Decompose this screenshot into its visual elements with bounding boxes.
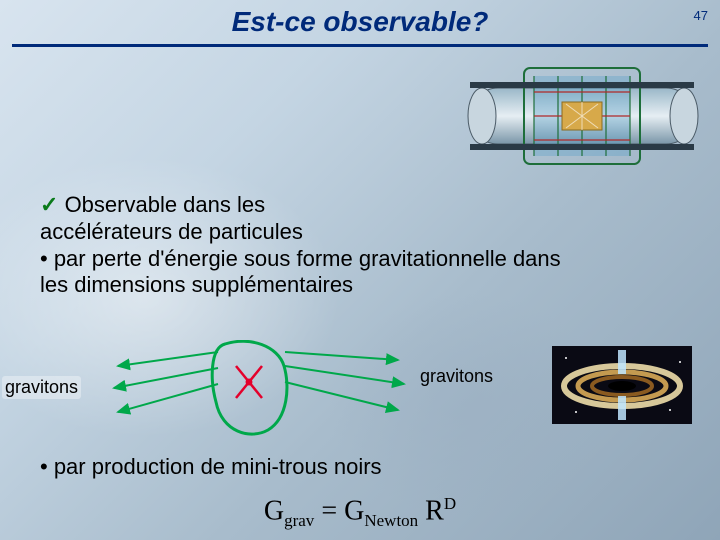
check-icon: ✓	[40, 192, 58, 217]
black-hole-image	[552, 346, 692, 424]
title-row: Est-ce observable?	[0, 6, 720, 38]
formula-eq: =	[314, 495, 344, 526]
bullet2: • par production de mini-trous noirs	[40, 454, 382, 480]
formula-newton: Newton	[364, 511, 418, 530]
detector-image	[462, 54, 702, 174]
formula-R: R	[425, 495, 444, 526]
formula-G2: G	[344, 495, 364, 526]
formula-G1: G	[264, 495, 284, 526]
formula-grav: grav	[284, 511, 314, 530]
gravitons-label-left: gravitons	[2, 376, 81, 399]
page-number: 47	[694, 8, 708, 23]
bullet1-a: • par perte d'énergie sous forme gravita…	[40, 246, 700, 273]
slide-title: Est-ce observable?	[232, 6, 489, 37]
gravitons-label-right: gravitons	[420, 366, 493, 387]
formula: Ggrav = GNewton RD	[0, 494, 720, 531]
formula-D: D	[444, 494, 456, 513]
graviton-diagram	[110, 340, 410, 440]
gravitons-row: gravitons gravitons	[0, 340, 720, 440]
body-text: ✓ Observable dans les accélérateurs de p…	[40, 192, 700, 299]
title-rule	[12, 44, 708, 47]
check-line-text: Observable dans les	[65, 192, 266, 217]
line2: accélérateurs de particules	[40, 219, 700, 246]
bullet1-b: les dimensions supplémentaires	[40, 272, 700, 299]
check-line: ✓ Observable dans les	[40, 192, 700, 219]
